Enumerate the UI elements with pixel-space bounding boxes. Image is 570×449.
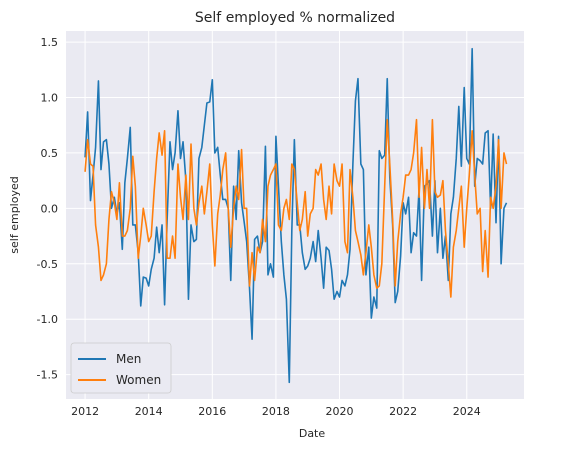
x-axis: 2012 2014 2016 2018 2020 2022 2024 [71,405,481,418]
legend-label-women: Women [116,373,161,387]
series-line-women [84,118,508,298]
y-tick-label: -1.5 [37,369,58,382]
x-tick-label: 2014 [135,405,163,418]
x-tick-label: 2018 [262,405,290,418]
x-tick-label: 2020 [326,405,354,418]
y-axis: -1.5 -1.0 -0.5 0.0 0.5 1.0 1.5 [37,36,58,382]
y-tick-label: 0.0 [41,202,59,215]
x-tick-label: 2024 [453,405,481,418]
y-axis-label: self employed [8,176,21,253]
y-tick-label: 0.5 [41,147,59,160]
chart-title: Self employed % normalized [195,10,395,26]
series-layer [84,47,508,384]
y-tick-label: -0.5 [37,258,58,271]
x-tick-label: 2012 [71,405,99,418]
y-tick-label: 1.5 [41,36,59,49]
x-tick-label: 2016 [198,405,226,418]
x-tick-label: 2022 [389,405,417,418]
legend: Men Women [70,342,172,394]
y-tick-label: 1.0 [41,92,59,105]
y-tick-label: -1.0 [37,313,58,326]
x-axis-label: Date [299,427,326,440]
legend-label-men: Men [116,352,141,366]
